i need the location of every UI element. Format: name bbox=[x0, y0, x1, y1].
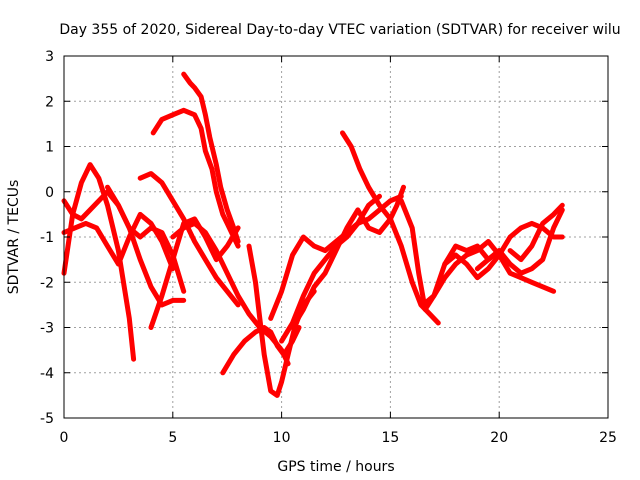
x-tick-label: 10 bbox=[273, 430, 291, 446]
series-arc-7 bbox=[150, 107, 241, 249]
tick-layer: 0 5 10 15 20 25 -5 -4 -3 -2 -1 0 1 2 3 bbox=[40, 49, 617, 446]
y-axis-label: SDTVAR / TECUs bbox=[6, 180, 22, 295]
series-arc-17 bbox=[420, 239, 557, 308]
series-arc-18 bbox=[442, 220, 565, 281]
y-tick-label: 2 bbox=[45, 94, 54, 110]
series-arc-3 bbox=[61, 211, 176, 272]
x-tick-label: 15 bbox=[381, 430, 399, 446]
series-arc-4 bbox=[105, 184, 187, 308]
y-tick-label: -4 bbox=[40, 366, 54, 382]
y-tick-label: 3 bbox=[45, 49, 54, 65]
x-tick-label: 5 bbox=[168, 430, 177, 446]
y-tick-label: -1 bbox=[40, 230, 54, 246]
series-arc-19 bbox=[474, 207, 565, 276]
series-arc-20 bbox=[507, 202, 565, 263]
series-arc-12 bbox=[268, 193, 404, 321]
data-layer bbox=[61, 71, 565, 398]
x-tick-label: 0 bbox=[60, 430, 69, 446]
y-tick-label: -3 bbox=[40, 321, 54, 337]
y-tick-label: -5 bbox=[40, 411, 54, 427]
x-tick-label: 20 bbox=[490, 430, 508, 446]
series-arc-8 bbox=[181, 71, 241, 244]
series-arc-1 bbox=[61, 162, 137, 362]
y-tick-label: -2 bbox=[40, 275, 54, 291]
series-arc-5 bbox=[137, 171, 241, 308]
x-tick-label: 25 bbox=[599, 430, 617, 446]
y-tick-label: 0 bbox=[45, 185, 54, 201]
series-arc-6 bbox=[148, 216, 241, 330]
grid-layer bbox=[64, 56, 608, 418]
series-arc-14 bbox=[290, 184, 406, 330]
chart-title: Day 355 of 2020, Sidereal Day-to-day VTE… bbox=[59, 22, 620, 38]
x-axis-label: GPS time / hours bbox=[277, 459, 394, 475]
y-tick-label: 1 bbox=[45, 140, 54, 156]
